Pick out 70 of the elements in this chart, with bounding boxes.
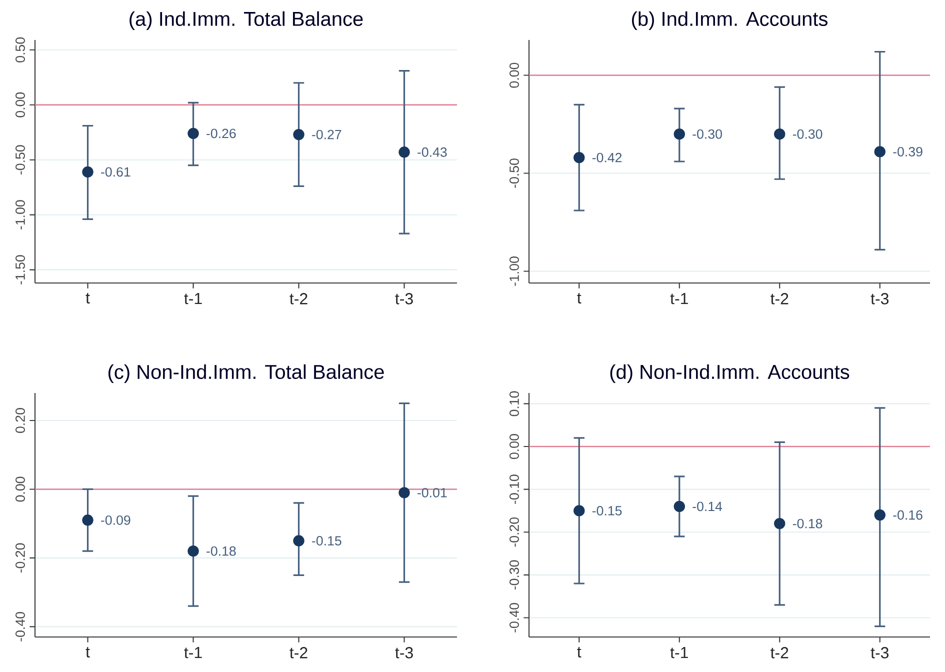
- point: [674, 128, 685, 140]
- data-label: -0.61: [101, 167, 130, 177]
- data-label: -0.18: [792, 518, 822, 528]
- y-tick-label: 0.00: [510, 434, 519, 459]
- x-tick-label: t-3: [870, 647, 889, 658]
- data-label: -0.30: [792, 129, 822, 139]
- x-tick-label: t: [577, 647, 582, 658]
- x-tick-label: t-3: [395, 647, 413, 658]
- y-tick-label: 0.10: [510, 391, 519, 416]
- y-tick-label: -0.50: [510, 158, 519, 188]
- y-tick-label: -1.00: [16, 200, 25, 230]
- y-tick-label: -0.20: [16, 543, 25, 573]
- y-tick-label: -0.30: [510, 560, 519, 590]
- chart-title: (c) Non-Ind.Imm. Total Balance: [108, 364, 384, 383]
- chart-title: (b) Ind.Imm. Accounts: [632, 11, 828, 30]
- point: [188, 128, 199, 140]
- data-label: -0.09: [101, 515, 130, 525]
- x-tick-label: t-1: [184, 293, 202, 304]
- point: [398, 146, 410, 158]
- chart-title: (d) Non-Ind.Imm. Accounts: [610, 364, 850, 383]
- data-label: -0.15: [592, 506, 622, 516]
- x-tick-label: t-2: [770, 647, 788, 658]
- data-label: -0.14: [692, 502, 722, 512]
- y-tick-label: -0.20: [510, 517, 519, 547]
- x-tick-label: t-2: [290, 647, 308, 658]
- y-tick-label: 0.00: [16, 476, 25, 502]
- point: [874, 146, 886, 158]
- data-label: -0.26: [206, 128, 236, 138]
- y-tick-label: 0.50: [16, 37, 25, 62]
- x-tick-label: t-3: [870, 293, 889, 304]
- x-tick-label: t: [86, 293, 90, 304]
- data-label: -0.15: [312, 536, 342, 546]
- y-tick-label: -0.10: [510, 474, 519, 504]
- point: [774, 518, 786, 530]
- point: [398, 487, 410, 498]
- point: [293, 535, 304, 546]
- data-label: -0.18: [206, 546, 236, 556]
- point: [774, 128, 786, 140]
- y-tick-label: -0.50: [16, 145, 25, 174]
- x-tick-label: t: [577, 293, 582, 304]
- point: [574, 152, 585, 164]
- point: [874, 509, 886, 521]
- y-tick-label: 0.00: [510, 62, 519, 88]
- x-tick-label: t-2: [290, 293, 308, 304]
- y-tick-label: -1.00: [510, 256, 519, 286]
- x-tick-label: t-1: [184, 647, 202, 658]
- y-tick-label: 0.20: [16, 408, 25, 433]
- x-tick-label: t-2: [770, 293, 788, 304]
- point: [82, 514, 94, 526]
- data-label: -0.01: [418, 488, 447, 498]
- point: [82, 166, 94, 178]
- x-tick-label: t: [86, 647, 90, 658]
- x-tick-label: t-1: [670, 647, 688, 658]
- point: [674, 500, 685, 512]
- data-label: -0.27: [312, 130, 342, 140]
- point: [574, 505, 585, 516]
- point: [188, 545, 199, 557]
- point: [293, 128, 304, 140]
- data-label: -0.39: [893, 146, 922, 156]
- chart-title: (a) Ind.Imm. Total Balance: [130, 11, 363, 30]
- y-tick-label: 0.00: [16, 92, 25, 118]
- data-label: -0.42: [592, 152, 622, 162]
- data-label: -0.16: [893, 510, 922, 520]
- x-tick-label: t-1: [670, 293, 688, 304]
- y-tick-label: -0.40: [16, 612, 25, 642]
- y-tick-label: -1.50: [16, 255, 25, 284]
- data-label: -0.43: [418, 147, 447, 157]
- data-label: -0.30: [692, 129, 722, 139]
- x-tick-label: t-3: [395, 293, 413, 304]
- y-tick-label: -0.40: [510, 603, 519, 632]
